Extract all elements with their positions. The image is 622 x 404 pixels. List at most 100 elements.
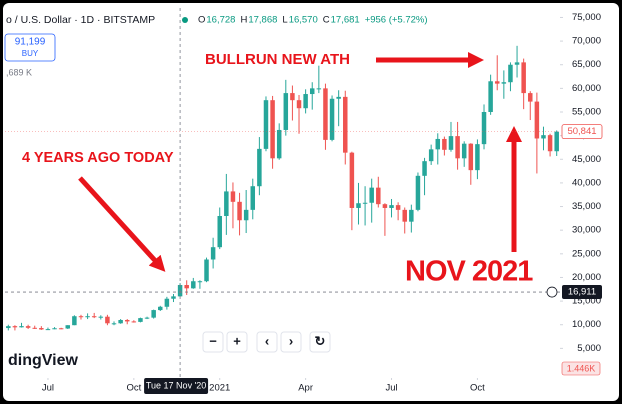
candle-body: [191, 281, 196, 289]
arrow: [78, 176, 166, 272]
candle-body: [151, 310, 156, 318]
symbol-title: o / U.S. Dollar · 1D · BITSTAMP: [6, 14, 155, 26]
candle-body: [309, 88, 315, 95]
candle-body: [415, 175, 421, 210]
candle-body: [45, 329, 51, 331]
candle-body: [65, 325, 71, 329]
candle-body: [448, 136, 454, 150]
candle-body: [475, 144, 480, 171]
toolbar-button-label: ↻: [315, 333, 326, 348]
candle-body: [428, 149, 434, 162]
toolbar-button[interactable]: [256, 331, 278, 353]
crosshair-date-box: [144, 378, 209, 394]
candle-body: [131, 321, 137, 323]
y-tick-label: 5,000: [577, 343, 601, 354]
candle-body: [528, 93, 533, 102]
x-tick-label: Apr: [298, 383, 313, 394]
crosshair-plus: [546, 286, 558, 298]
annotation: 4 YEARS AGO TODAY: [22, 150, 174, 166]
candle-body: [389, 205, 394, 208]
candle-body: [118, 320, 123, 324]
candle-body: [164, 298, 170, 307]
candle-body: [349, 152, 355, 208]
y-tick-label: 15,000: [572, 296, 601, 307]
status-dot: [182, 17, 188, 23]
y-tick-label: 30,000: [572, 225, 601, 236]
candle-body: [323, 88, 328, 140]
last-price: 50,841: [567, 126, 596, 137]
candle-body: [78, 316, 84, 318]
y-tick-label: 10,000: [572, 319, 601, 330]
x-tick-label: Oct: [470, 383, 485, 394]
buy-button[interactable]: [4, 33, 56, 62]
toolbar-button-label: +: [233, 333, 241, 348]
candle-body: [224, 191, 229, 216]
candle-body: [217, 216, 222, 248]
candle-body: [257, 148, 262, 187]
candle-body: [395, 205, 401, 210]
candle-body: [356, 203, 361, 208]
candle-body: [329, 98, 335, 140]
volume-badge-box: [561, 361, 601, 376]
y-tick-label: 45,000: [572, 154, 601, 165]
candle-body: [210, 247, 216, 260]
volume-badge: 1.446K: [567, 363, 596, 373]
annotation: NOV 2021: [405, 256, 533, 288]
ohlc-readout: O 16,728 H 17,868 L 16,570 C 17,681 +956 (+5.72%…: [198, 15, 428, 26]
toolbar-button[interactable]: [226, 331, 248, 353]
candle-body: [362, 202, 368, 204]
candle-body: [461, 143, 467, 159]
buy-price: 91,199: [15, 37, 46, 48]
toolbar-button[interactable]: [309, 331, 331, 353]
candle-body: [39, 328, 44, 330]
x-tick-label: Oct: [126, 383, 141, 394]
buy-label: BUY: [22, 49, 39, 58]
candle-body: [171, 296, 176, 299]
candle-body: [91, 316, 97, 318]
readout-value: 17,681: [331, 15, 360, 26]
candle-body: [534, 101, 540, 139]
toolbar: − + ‹ › ↻: [202, 331, 331, 353]
readout-value: 16,728: [206, 15, 235, 26]
candle-body: [72, 316, 77, 326]
y-tick-label: 75,000: [572, 12, 601, 23]
readout-key: H: [240, 15, 247, 26]
candle-body: [343, 96, 348, 153]
candle-body: [283, 93, 289, 130]
frame: [3, 3, 619, 401]
candle-body: [402, 209, 407, 222]
readout-change: +956 (+5.72%): [365, 15, 428, 26]
candle-body: [158, 306, 163, 311]
y-tick-label: 65,000: [572, 59, 601, 70]
crosshair-price-box: [562, 285, 602, 300]
candle-body: [501, 82, 507, 84]
crosshair-price: 16,911: [568, 287, 596, 298]
y-tick-label: 35,000: [572, 201, 601, 212]
x-tick-label: 2021: [209, 383, 230, 394]
candle-body: [144, 317, 150, 319]
candle-body: [376, 187, 381, 205]
x-tick-label: Jul: [42, 383, 54, 394]
candle-body: [303, 94, 308, 109]
y-tick-label: 70,000: [572, 36, 601, 47]
candle-body: [124, 320, 130, 322]
candle-body: [6, 326, 11, 329]
candle-body: [494, 81, 500, 84]
candle-body: [243, 209, 249, 221]
toolbar-button-label: ›: [289, 333, 293, 348]
candle-body: [230, 191, 236, 202]
candle-body: [237, 201, 242, 221]
readout-value: 17,868: [248, 15, 277, 26]
last-price-box: [561, 124, 603, 140]
toolbar-button[interactable]: [202, 331, 224, 353]
candle-body: [316, 88, 322, 90]
toolbar-button[interactable]: [280, 331, 302, 353]
candle-body: [541, 135, 546, 139]
readout-key: O: [198, 15, 205, 26]
candle-body: [508, 64, 513, 83]
candle-body: [468, 143, 474, 171]
candle-body: [521, 62, 526, 94]
candle-body: [276, 129, 282, 159]
candle-body: [382, 204, 388, 208]
